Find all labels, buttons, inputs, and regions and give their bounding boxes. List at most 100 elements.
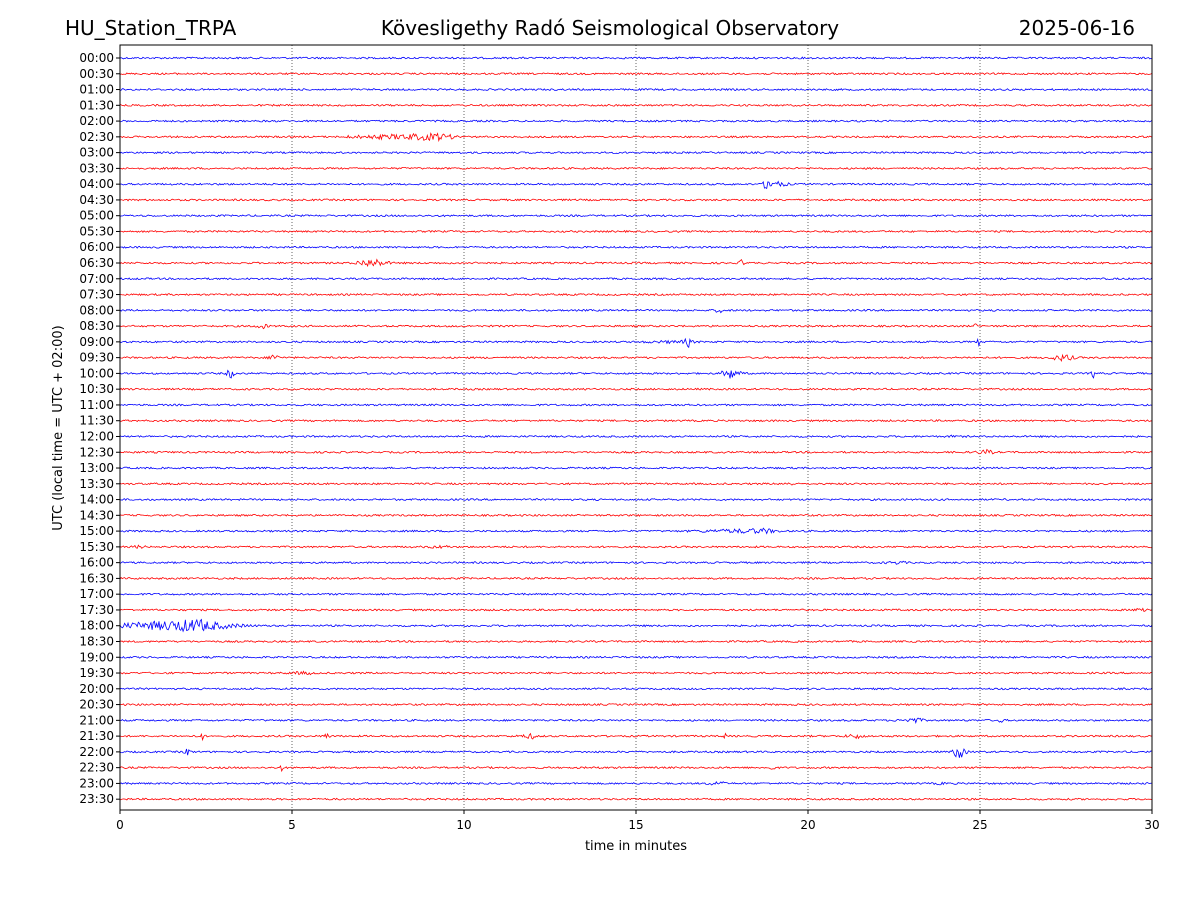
row-label: 19:00 bbox=[79, 650, 114, 664]
x-tick-label: 10 bbox=[456, 818, 471, 832]
row-label: 17:00 bbox=[79, 587, 114, 601]
row-label: 10:00 bbox=[79, 366, 114, 380]
trace-row bbox=[119, 764, 1153, 773]
row-label: 15:00 bbox=[79, 524, 114, 538]
trace-row bbox=[119, 323, 1153, 330]
row-label: 22:00 bbox=[79, 745, 114, 759]
trace-row bbox=[119, 639, 1153, 644]
trace-row bbox=[119, 87, 1153, 92]
row-label: 05:30 bbox=[79, 224, 114, 238]
row-label: 14:00 bbox=[79, 493, 114, 507]
seismic-traces bbox=[119, 56, 1153, 801]
trace-row bbox=[119, 387, 1153, 391]
trace-row bbox=[119, 166, 1153, 170]
trace-row bbox=[119, 229, 1153, 234]
station-name: HU_Station_TRPA bbox=[65, 16, 237, 40]
trace-row bbox=[119, 132, 1153, 143]
row-label: 11:00 bbox=[79, 398, 114, 412]
trace-row bbox=[119, 151, 1153, 155]
row-label: 01:30 bbox=[79, 98, 114, 112]
row-label: 04:00 bbox=[79, 177, 114, 191]
trace-row bbox=[119, 353, 1153, 362]
trace-row bbox=[119, 434, 1153, 439]
trace-row bbox=[119, 576, 1153, 580]
trace-row bbox=[119, 403, 1153, 407]
row-label: 12:00 bbox=[79, 429, 114, 443]
row-label: 13:30 bbox=[79, 477, 114, 491]
trace-row bbox=[119, 258, 1153, 268]
chart-date: 2025-06-16 bbox=[1019, 16, 1135, 40]
row-label: 23:30 bbox=[79, 792, 114, 806]
observatory-title: Kövesligethy Radó Seismological Observat… bbox=[381, 16, 839, 40]
x-axis-label: time in minutes bbox=[585, 839, 687, 854]
trace-row bbox=[119, 513, 1153, 517]
row-label: 18:00 bbox=[79, 619, 114, 633]
row-label: 04:30 bbox=[79, 193, 114, 207]
trace-row bbox=[119, 245, 1153, 249]
trace-row bbox=[119, 308, 1153, 314]
trace-row bbox=[119, 198, 1153, 202]
trace-row bbox=[119, 369, 1153, 379]
y-axis-label: UTC (local time = UTC + 02:00) bbox=[51, 325, 66, 530]
trace-row bbox=[119, 72, 1153, 76]
trace-row bbox=[119, 655, 1153, 659]
trace-row bbox=[119, 670, 1153, 676]
trace-row bbox=[119, 337, 1153, 349]
trace-row bbox=[119, 214, 1153, 218]
row-label: 14:30 bbox=[79, 508, 114, 522]
trace-row bbox=[119, 781, 1153, 786]
row-label: 00:00 bbox=[79, 51, 114, 65]
trace-row bbox=[119, 482, 1153, 486]
row-label: 22:30 bbox=[79, 761, 114, 775]
trace-row bbox=[119, 119, 1153, 123]
row-label: 10:30 bbox=[79, 382, 114, 396]
x-tick-label: 30 bbox=[1144, 818, 1159, 832]
trace-row bbox=[119, 292, 1153, 297]
x-tick-label: 15 bbox=[628, 818, 643, 832]
row-label: 11:30 bbox=[79, 414, 114, 428]
row-label: 20:30 bbox=[79, 698, 114, 712]
trace-row bbox=[119, 466, 1153, 470]
trace-row bbox=[119, 732, 1153, 742]
trace-row bbox=[119, 180, 1153, 190]
row-label: 07:30 bbox=[79, 288, 114, 302]
trace-row bbox=[119, 618, 1153, 633]
row-label: 17:30 bbox=[79, 603, 114, 617]
row-label: 03:00 bbox=[79, 146, 114, 160]
row-label: 05:00 bbox=[79, 209, 114, 223]
x-tick-label: 5 bbox=[288, 818, 296, 832]
trace-row bbox=[119, 687, 1153, 691]
trace-row bbox=[119, 498, 1153, 502]
row-label: 12:30 bbox=[79, 445, 114, 459]
row-label: 00:30 bbox=[79, 67, 114, 81]
x-tick-label: 20 bbox=[800, 818, 815, 832]
trace-row bbox=[119, 717, 1153, 724]
row-label: 03:30 bbox=[79, 161, 114, 175]
trace-row bbox=[119, 277, 1153, 281]
row-label: 20:00 bbox=[79, 682, 114, 696]
row-label: 02:30 bbox=[79, 130, 114, 144]
row-label: 21:30 bbox=[79, 729, 114, 743]
trace-row bbox=[119, 797, 1153, 801]
trace-row bbox=[119, 748, 1153, 758]
row-label: 06:30 bbox=[79, 256, 114, 270]
row-label: 02:00 bbox=[79, 114, 114, 128]
grid-lines bbox=[291, 45, 981, 810]
row-label: 09:30 bbox=[79, 351, 114, 365]
row-label: 16:00 bbox=[79, 556, 114, 570]
trace-row bbox=[119, 607, 1153, 612]
trace-row bbox=[119, 592, 1153, 596]
row-label: 21:00 bbox=[79, 713, 114, 727]
plot-frame bbox=[119, 44, 1153, 811]
row-label: 23:00 bbox=[79, 776, 114, 790]
trace-row bbox=[119, 419, 1153, 423]
row-label: 01:00 bbox=[79, 83, 114, 97]
row-label: 06:00 bbox=[79, 240, 114, 254]
row-label: 09:00 bbox=[79, 335, 114, 349]
row-label: 08:00 bbox=[79, 303, 114, 317]
x-tick-label: 25 bbox=[972, 818, 987, 832]
row-label: 15:30 bbox=[79, 540, 114, 554]
trace-row bbox=[119, 103, 1153, 107]
trace-row bbox=[119, 703, 1153, 707]
